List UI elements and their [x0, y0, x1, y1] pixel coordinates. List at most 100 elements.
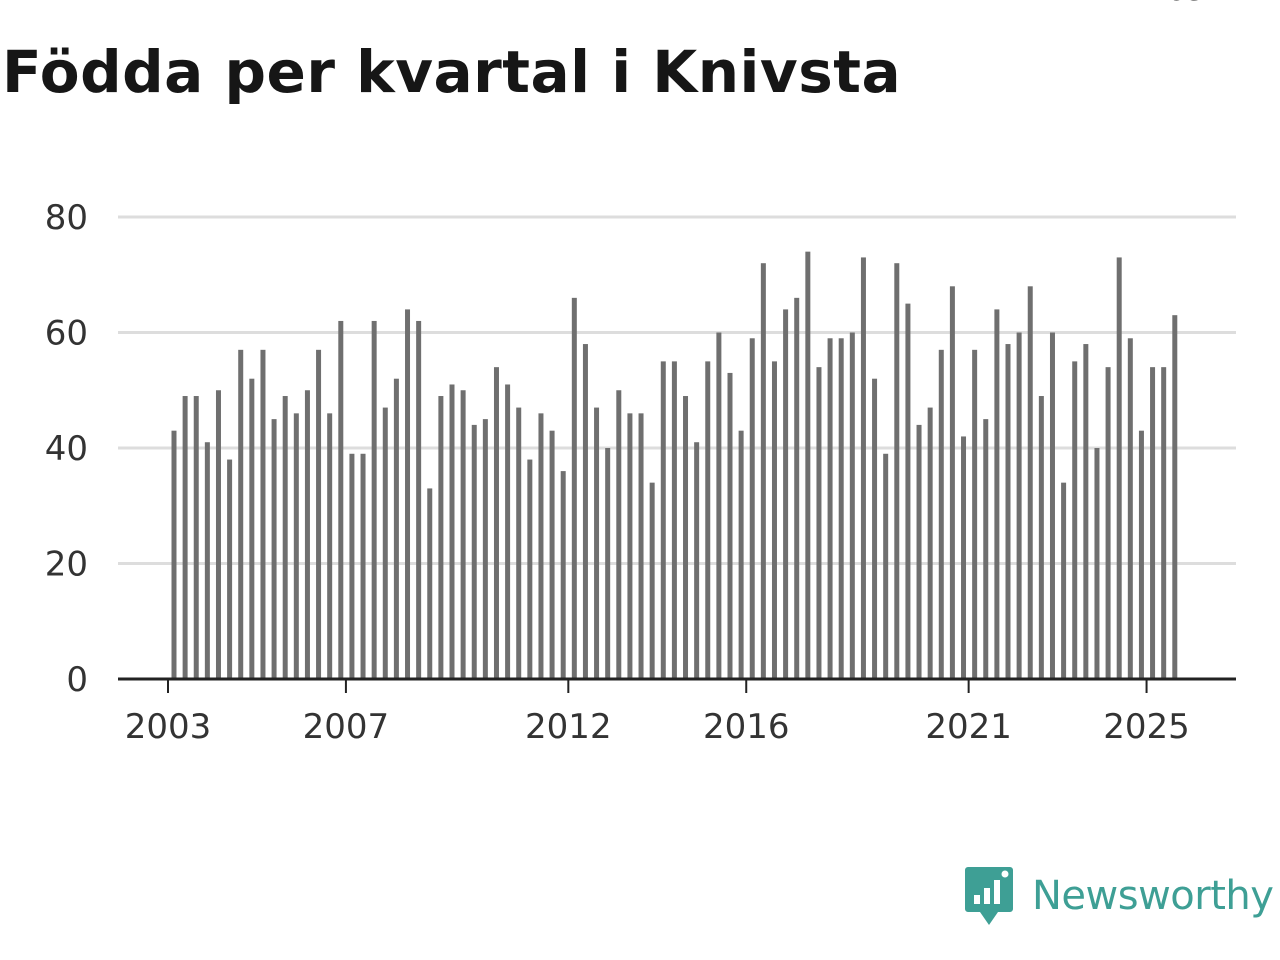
bar: [560, 471, 566, 679]
bar: [416, 320, 422, 679]
bar: [260, 349, 266, 679]
bar: [716, 332, 722, 679]
bar: [249, 378, 255, 679]
bar: [316, 349, 322, 679]
bar: [838, 338, 844, 679]
bar: [1127, 338, 1133, 679]
bars: [171, 251, 1178, 679]
bar: [449, 384, 455, 679]
bar: [605, 448, 611, 679]
bar: [1150, 367, 1156, 679]
bar: [916, 424, 922, 679]
bar: [1049, 332, 1055, 679]
bar: [1161, 367, 1167, 679]
bar: [349, 453, 355, 679]
bar: [938, 349, 944, 679]
bar: [1172, 315, 1178, 679]
bar: [649, 482, 655, 679]
bar: [227, 459, 233, 679]
bar: [705, 361, 711, 679]
bar: [1094, 448, 1100, 679]
bar: [860, 257, 866, 679]
highlight-value-label: 63: [1166, 0, 1205, 8]
bar: [549, 430, 555, 679]
bar: [972, 349, 978, 679]
bar: [215, 390, 221, 679]
bar: [671, 361, 677, 679]
bar: [505, 384, 511, 679]
bar: [182, 396, 188, 679]
bar: [805, 251, 811, 679]
bar: [927, 407, 933, 679]
bar: [1027, 286, 1033, 679]
bar: [238, 349, 244, 679]
y-axis: 0 20 40 60 80: [45, 198, 88, 700]
bar: [738, 430, 744, 679]
bar: [1116, 257, 1122, 679]
bar: [660, 361, 666, 679]
bar: [171, 430, 177, 679]
bar: [594, 407, 600, 679]
bar: [883, 453, 889, 679]
bar: [983, 419, 989, 679]
bar: [616, 390, 622, 679]
x-tick-label: 2007: [303, 707, 390, 747]
bar: [794, 297, 800, 679]
bar: [749, 338, 755, 679]
x-tick-label: 2003: [125, 707, 212, 747]
y-tick-label: 60: [45, 314, 88, 354]
x-axis: 2003 2007 2012 2016 2021 2025: [125, 679, 1190, 747]
bar: [427, 488, 433, 679]
bar: [304, 390, 310, 679]
bar: [471, 424, 477, 679]
y-tick-label: 20: [45, 545, 88, 585]
bar: [327, 413, 333, 679]
bar: [1016, 332, 1022, 679]
bar: [405, 309, 411, 679]
grid-lines: [118, 215, 1236, 565]
chart-title: Födda per kvartal i Knivsta: [2, 38, 902, 106]
bar: [1072, 361, 1078, 679]
bar: [961, 436, 967, 679]
bar: [727, 372, 733, 679]
bar: [760, 263, 766, 679]
bar: [338, 320, 344, 679]
bar: [849, 332, 855, 679]
bar: [582, 344, 588, 679]
bar: [894, 263, 900, 679]
bar: [1138, 430, 1144, 679]
bar: [382, 407, 388, 679]
bar: [1083, 344, 1089, 679]
bar: [282, 396, 288, 679]
data-labels: 63: [1166, 0, 1205, 8]
bar: [460, 390, 466, 679]
y-tick-label: 40: [45, 429, 88, 469]
bar: [816, 367, 822, 679]
bar: [571, 297, 577, 679]
newsworthy-logo-icon: [965, 867, 1013, 925]
y-tick-label: 0: [66, 660, 88, 700]
brand-name: Newsworthy: [1032, 873, 1274, 919]
bar: [438, 396, 444, 679]
bar: [872, 378, 878, 679]
y-tick-label: 80: [45, 198, 88, 238]
bar: [293, 413, 299, 679]
bar: [360, 453, 366, 679]
bar: [271, 419, 277, 679]
bar: [638, 413, 644, 679]
x-tick-label: 2021: [925, 707, 1012, 747]
bar: [482, 419, 488, 679]
bar: [393, 378, 399, 679]
bar: [627, 413, 633, 679]
bar: [694, 442, 700, 679]
bar: [1105, 367, 1111, 679]
bar: [994, 309, 1000, 679]
x-tick-label: 2016: [703, 707, 790, 747]
bar: [516, 407, 522, 679]
bar: [1005, 344, 1011, 679]
x-tick-label: 2012: [525, 707, 612, 747]
bar: [905, 303, 911, 679]
bar: [771, 361, 777, 679]
bar: [783, 309, 789, 679]
